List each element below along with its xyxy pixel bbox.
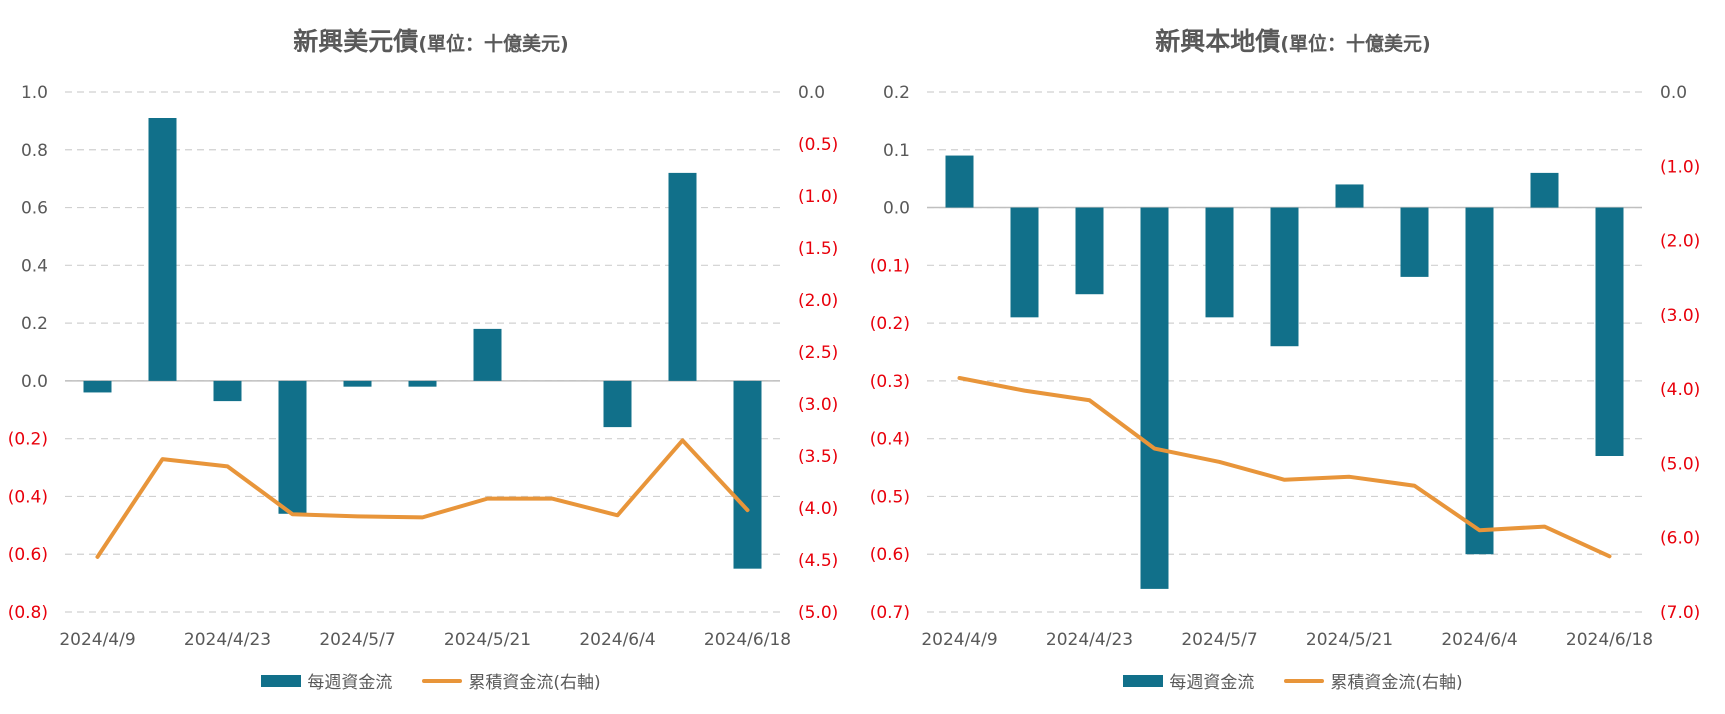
x-axis-tick-label: 2024/6/4 <box>579 630 655 650</box>
x-axis-tick-label: 2024/4/23 <box>184 630 271 650</box>
right-axis-tick-label: (0.5) <box>798 135 838 155</box>
left-axis-tick-label: (0.8) <box>8 603 48 623</box>
chart-panel-usd-bond: 新興美元債(單位：十億美元) 1.0 0.8 0.6 0.4 0.2 0.0 (0.2) (0… <box>0 0 862 714</box>
chart-title-unit: (單位：十億美元) <box>418 33 569 55</box>
left-axis-tick-label: 0.4 <box>21 256 48 276</box>
left-axis-tick-label: (0.5) <box>870 487 910 507</box>
legend-bar-swatch <box>1123 674 1164 687</box>
right-axis-tick-label: (6.0) <box>1660 529 1700 549</box>
x-axis-tick-label: 2024/6/18 <box>704 630 791 650</box>
left-axis-tick-label: 0.8 <box>21 141 48 161</box>
legend-item-weekly: 每週資金流 <box>261 668 392 693</box>
right-axis-tick-label: (1.0) <box>798 187 838 207</box>
x-axis-tick-label: 2024/6/18 <box>1566 630 1653 650</box>
bar <box>1140 207 1169 589</box>
cumulative-flow-line <box>957 376 1612 559</box>
bar <box>1335 184 1364 208</box>
bar <box>278 380 307 514</box>
right-axis-tick-label: (2.0) <box>798 291 838 311</box>
chart-title: 新興本地債(單位：十億美元) <box>862 22 1724 58</box>
right-axis-tick-label: (5.0) <box>1660 454 1700 474</box>
bar <box>1205 207 1234 318</box>
left-axis-tick-label: (0.2) <box>870 314 910 334</box>
legend-label: 每週資金流 <box>307 673 393 693</box>
left-axis-tick-label: 0.2 <box>21 314 48 334</box>
bar <box>733 380 762 569</box>
legend-line-swatch <box>422 678 463 683</box>
legend-bar-swatch <box>261 674 302 687</box>
right-axis-tick-label: (3.5) <box>798 447 838 467</box>
bar <box>603 380 632 428</box>
left-axis-tick-label: (0.4) <box>8 487 48 507</box>
chart-legend: 每週資金流 累積資金流(右軸) <box>0 668 862 693</box>
right-axis-tick-label: (3.0) <box>798 395 838 415</box>
bar <box>945 155 974 208</box>
chart-title-main: 新興本地債 <box>1155 27 1281 56</box>
x-axis-tick-label: 2024/5/7 <box>1181 630 1257 650</box>
chart-legend: 每週資金流 累積資金流(右軸) <box>862 668 1724 693</box>
x-axis-tick-label: 2024/4/9 <box>59 630 135 650</box>
x-axis-tick-label: 2024/4/23 <box>1046 630 1133 650</box>
chart-panel-local-bond: 新興本地債(單位：十億美元) 0.2 0.1 0.0 (0.1) (0.2) (0.3) (… <box>862 0 1724 714</box>
bar <box>1075 207 1104 295</box>
legend-line-swatch <box>1284 678 1325 683</box>
left-axis-tick-label: 0.2 <box>883 83 910 103</box>
legend-item-weekly: 每週資金流 <box>1123 668 1254 693</box>
chart-svg: 0.2 0.1 0.0 (0.1) (0.2) (0.3) (0.4) (0.5) (0.6) (… <box>870 83 1701 650</box>
chart-title: 新興美元債(單位：十億美元) <box>0 22 862 58</box>
chart-title-main: 新興美元債 <box>293 27 419 56</box>
right-axis-tick-label: (4.0) <box>798 499 838 519</box>
bar <box>1270 207 1299 347</box>
legend-item-cumulative: 累積資金流(右軸) <box>1284 668 1463 693</box>
bar <box>213 380 242 402</box>
x-axis-tick-label: 2024/5/21 <box>444 630 531 650</box>
left-axis-tick-label: (0.1) <box>870 256 910 276</box>
right-axis-tick-label: (3.0) <box>1660 306 1700 326</box>
right-axis-tick-label: (4.0) <box>1660 380 1700 400</box>
bar <box>343 380 372 387</box>
right-axis-tick-label: (7.0) <box>1660 603 1700 623</box>
x-axis-tick-label: 2024/6/4 <box>1441 630 1517 650</box>
legend-label: 累積資金流(右軸) <box>468 673 601 693</box>
left-axis-tick-label: (0.6) <box>870 545 910 565</box>
x-axis-tick-label: 2024/4/9 <box>921 630 997 650</box>
right-axis-tick-label: (1.5) <box>798 239 838 259</box>
left-axis-tick-label: 0.0 <box>883 199 910 219</box>
legend-item-cumulative: 累積資金流(右軸) <box>422 668 601 693</box>
left-axis-tick-label: 0.1 <box>883 141 910 161</box>
bar <box>1465 207 1494 555</box>
bar <box>408 380 437 387</box>
right-axis-tick-label: (2.0) <box>1660 232 1700 252</box>
legend-label: 累積資金流(右軸) <box>1330 673 1463 693</box>
bar <box>1400 207 1429 277</box>
right-axis-tick-label: (5.0) <box>798 603 838 623</box>
bar <box>668 172 697 381</box>
chart-svg: 1.0 0.8 0.6 0.4 0.2 0.0 (0.2) (0.4) (0.6) (0.8) 0.… <box>8 83 839 650</box>
bar <box>1595 207 1624 456</box>
bar <box>83 380 112 393</box>
cumulative-flow-line <box>95 438 750 559</box>
right-axis-tick-label: (1.0) <box>1660 157 1700 177</box>
chart-title-unit: (單位：十億美元) <box>1280 33 1431 55</box>
bar <box>1010 207 1039 318</box>
bar <box>1530 172 1559 208</box>
right-axis-tick-label: 0.0 <box>798 83 825 103</box>
right-axis-tick-label: (2.5) <box>798 343 838 363</box>
left-axis-tick-label: 1.0 <box>21 83 48 103</box>
x-axis-tick-label: 2024/5/21 <box>1306 630 1393 650</box>
left-axis-tick-label: (0.3) <box>870 372 910 392</box>
bar <box>473 328 502 381</box>
legend-label: 每週資金流 <box>1169 673 1255 693</box>
bar <box>148 118 177 381</box>
left-axis-tick-label: 0.6 <box>21 199 48 219</box>
right-axis-tick-label: 0.0 <box>1660 83 1687 103</box>
left-axis-tick-label: (0.4) <box>870 430 910 450</box>
left-axis-tick-label: (0.6) <box>8 545 48 565</box>
right-axis-tick-label: (4.5) <box>798 551 838 571</box>
left-axis-tick-label: 0.0 <box>21 372 48 392</box>
left-axis-tick-label: (0.2) <box>8 430 48 450</box>
left-axis-tick-label: (0.7) <box>870 603 910 623</box>
x-axis-tick-label: 2024/5/7 <box>319 630 395 650</box>
